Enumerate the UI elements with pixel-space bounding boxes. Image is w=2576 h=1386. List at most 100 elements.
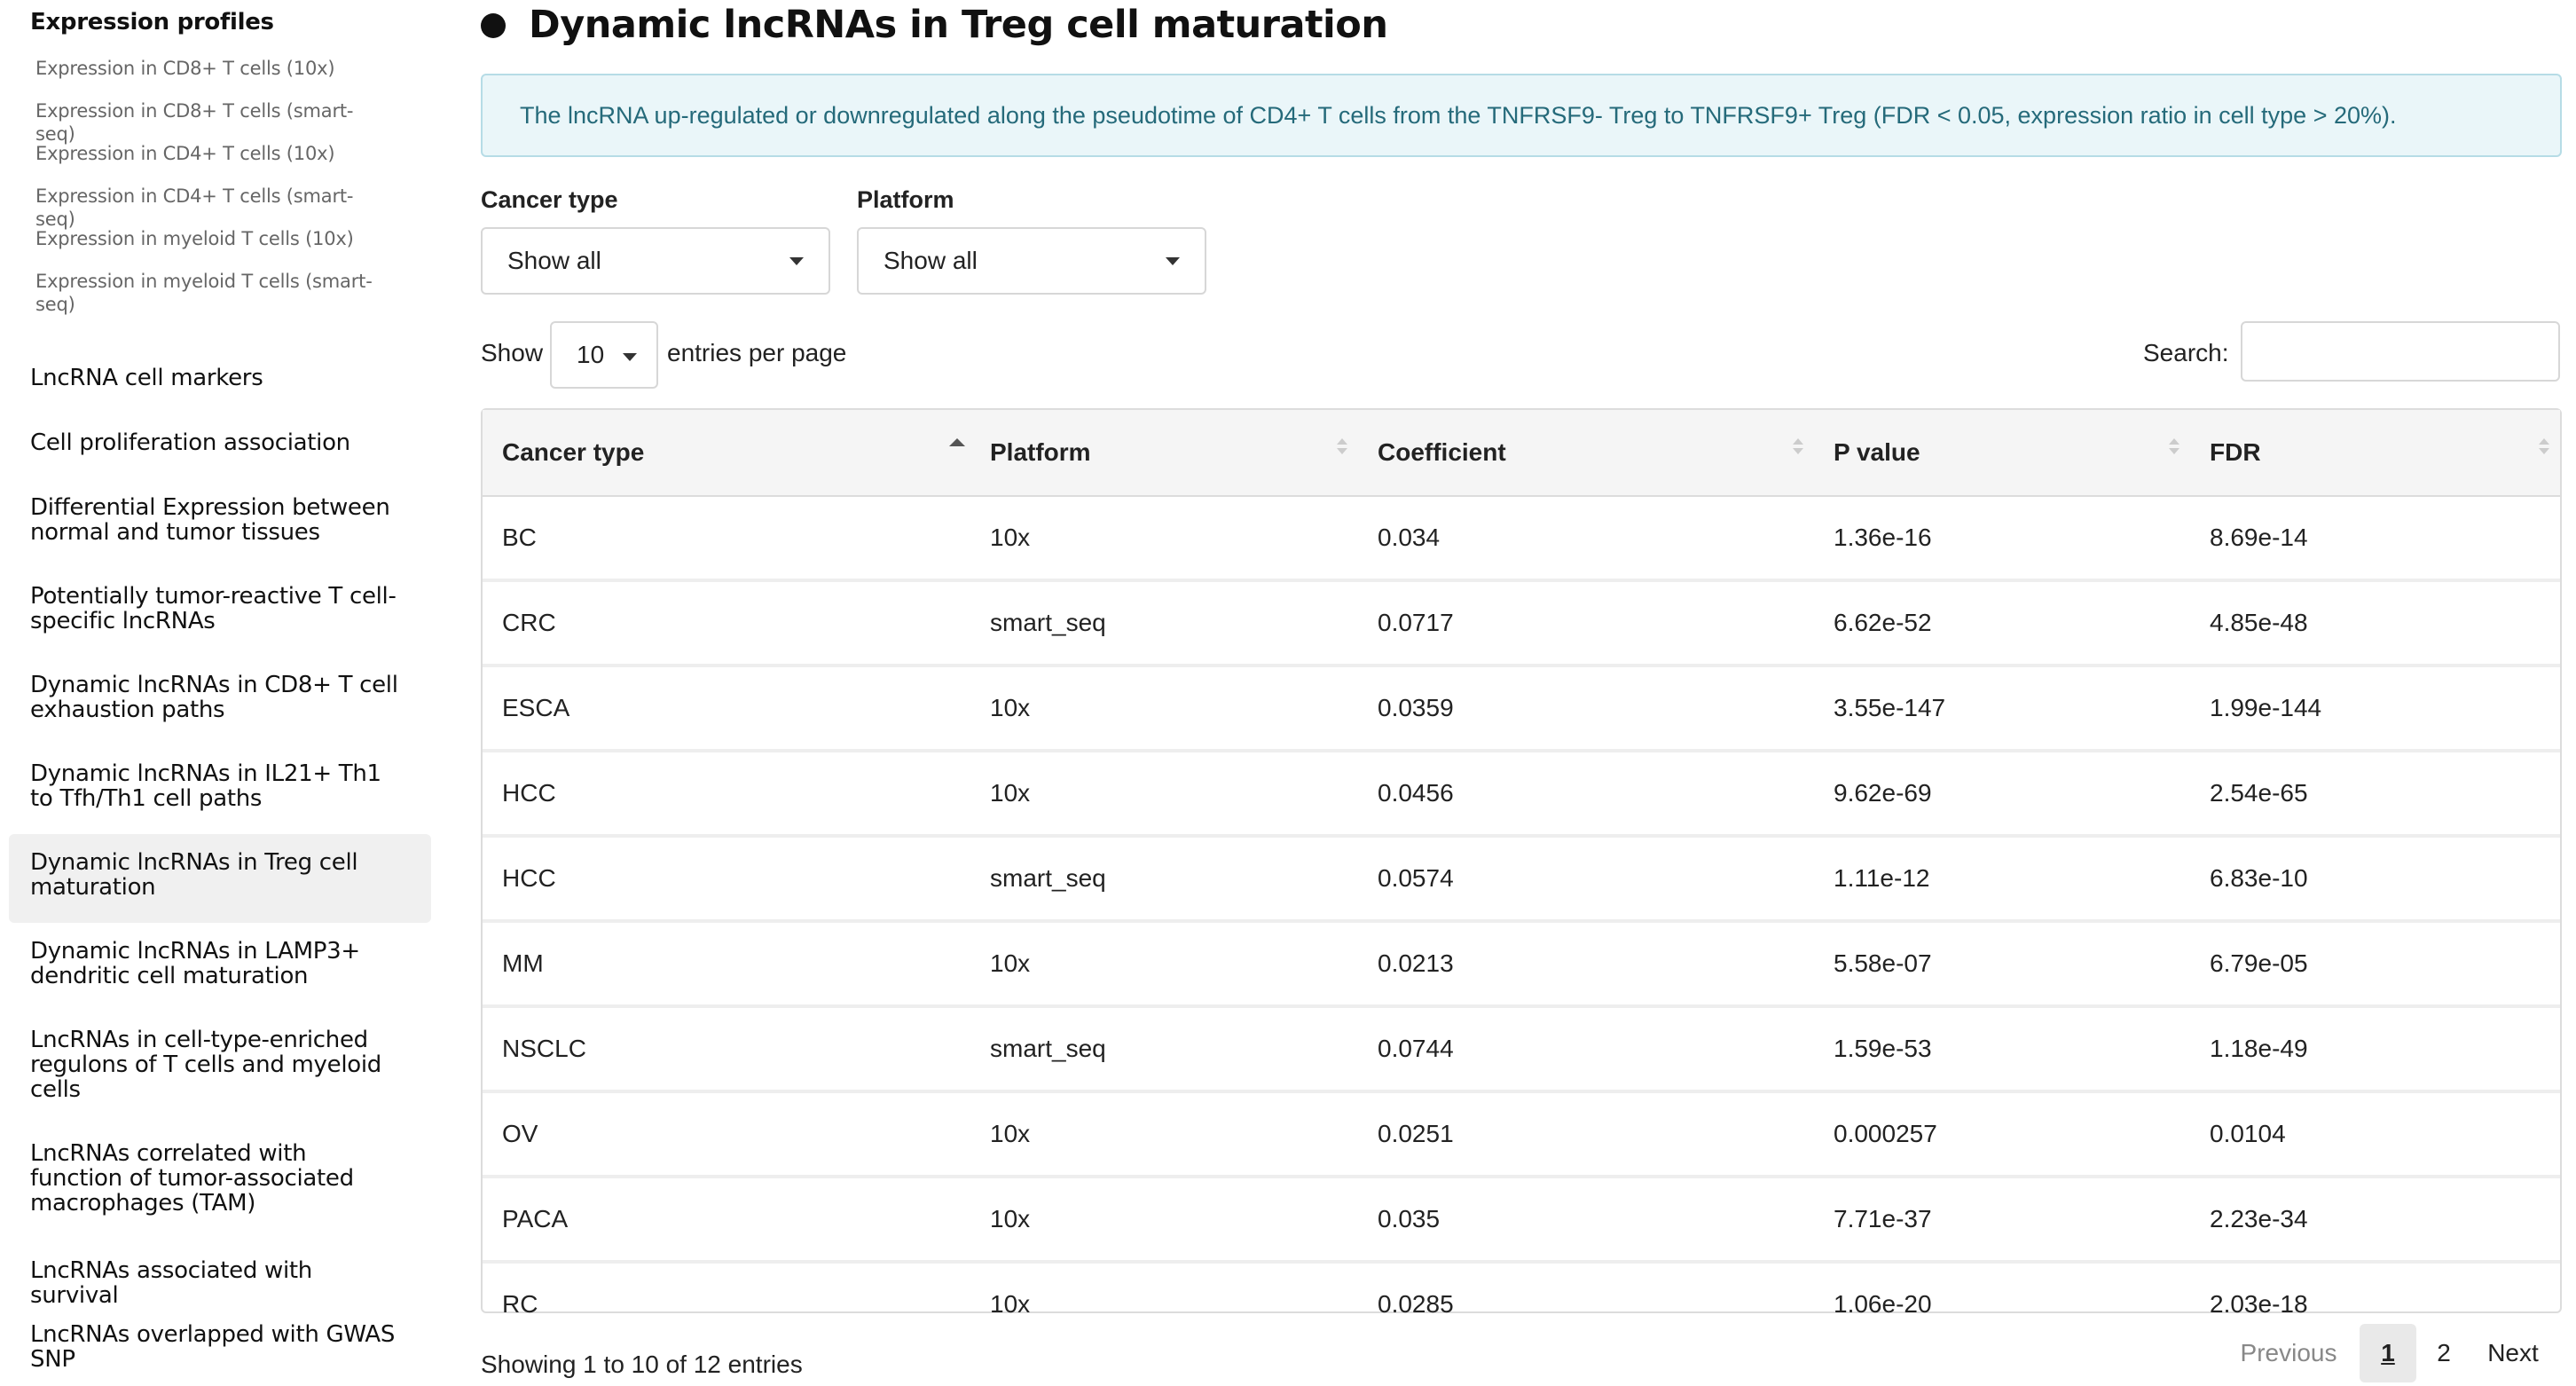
sidebar-subitem-cd4-smartseq[interactable]: Expression in CD4+ T cells (smart-seq) <box>35 185 354 230</box>
cell-coefficient: 0.0456 <box>1358 749 1814 836</box>
cell-p-value: 1.06e-20 <box>1814 1260 2190 1345</box>
sidebar-heading-expression-profiles[interactable]: Expression profiles <box>30 9 274 35</box>
cell-fdr: 0.0104 <box>2190 1090 2560 1177</box>
cell-platform: 10x <box>970 1260 1358 1345</box>
cell-coefficient: 0.0744 <box>1358 1004 1814 1091</box>
sidebar-subitem-cd4-10x[interactable]: Expression in CD4+ T cells (10x) <box>35 143 335 164</box>
table-row: CRC smart_seq 0.0717 6.62e-52 4.85e-48 <box>483 579 2560 665</box>
cell-p-value: 1.59e-53 <box>1814 1004 2190 1091</box>
cell-cancer-type: MM <box>483 919 970 1006</box>
sidebar-item-gwas-snp[interactable]: LncRNAs overlapped with GWAS SNP <box>30 1321 396 1373</box>
cell-fdr: 4.85e-48 <box>2190 579 2560 665</box>
cell-coefficient: 0.035 <box>1358 1175 1814 1262</box>
table-row: ESCA 10x 0.0359 3.55e-147 1.99e-144 <box>483 664 2560 751</box>
table-row: PACA 10x 0.035 7.71e-37 2.23e-34 <box>483 1175 2560 1262</box>
cell-p-value: 1.36e-16 <box>1834 524 1932 551</box>
pagination-previous-button[interactable]: Previous <box>2240 1339 2337 1366</box>
entries-per-page-select[interactable]: 10 <box>550 321 658 389</box>
info-alert: The lncRNA up-regulated or downregulated… <box>481 74 2562 157</box>
pagination-next-button[interactable]: Next <box>2487 1339 2539 1366</box>
cell-platform: smart_seq <box>970 834 1358 921</box>
cell-p-value: 6.62e-52 <box>1814 579 2190 665</box>
chevron-down-icon <box>789 257 804 265</box>
table-row: BC 10x 0.034 1.36e-16 8.69e-14 <box>483 496 2560 580</box>
cell-platform: 10x <box>970 1090 1358 1177</box>
sidebar-item-survival[interactable]: LncRNAs associated with survival <box>30 1257 312 1309</box>
cell-cancer-type: HCC <box>483 834 970 921</box>
cancer-type-filter-label: Cancer type <box>481 186 618 213</box>
chevron-down-icon <box>623 353 637 361</box>
cell-coefficient: 0.0717 <box>1358 579 1814 665</box>
pagination-page-2-button[interactable]: 2 <box>2437 1339 2451 1366</box>
cancer-type-filter-value: Show all <box>507 247 601 274</box>
cell-cancer-type: ESCA <box>483 664 970 751</box>
table-row: HCC smart_seq 0.0574 1.11e-12 6.83e-10 <box>483 834 2560 921</box>
cell-cancer-type: CRC <box>483 579 970 665</box>
cell-p-value: 7.71e-37 <box>1814 1175 2190 1262</box>
sort-asc-icon <box>949 438 965 450</box>
length-suffix-label: entries per page <box>667 339 847 366</box>
results-table: Cancer type Platform Coefficient P value… <box>483 410 2560 1345</box>
column-header-coefficient[interactable]: Coefficient <box>1358 410 1814 497</box>
cell-fdr: 6.83e-10 <box>2190 834 2560 921</box>
sidebar-item-cd8-exhaustion[interactable]: Dynamic lncRNAs in CD8+ T cell exhaustio… <box>30 672 398 723</box>
sidebar-item-lncrna-cell-markers[interactable]: LncRNA cell markers <box>30 365 263 391</box>
cell-fdr: 2.54e-65 <box>2190 749 2560 836</box>
sidebar-subitem-cd8-10x[interactable]: Expression in CD8+ T cells (10x) <box>35 58 335 79</box>
table-header-row: Cancer type Platform Coefficient P value… <box>483 410 2560 497</box>
cell-p-value: 3.55e-147 <box>1814 664 2190 751</box>
pagination-page-1-button[interactable]: 1 <box>2360 1324 2416 1382</box>
column-header-fdr[interactable]: FDR <box>2190 410 2560 497</box>
cell-cancer-type: PACA <box>483 1175 970 1262</box>
column-header-p-value[interactable]: P value <box>1814 410 2190 497</box>
table-row: HCC 10x 0.0456 9.62e-69 2.54e-65 <box>483 749 2560 836</box>
main-content: Dynamic lncRNAs in Treg cell maturation … <box>481 0 2565 1386</box>
sidebar-subitem-myeloid-smartseq[interactable]: Expression in myeloid T cells (smart-seq… <box>35 271 373 315</box>
sidebar-item-lamp3-dendritic[interactable]: Dynamic lncRNAs in LAMP3+ dendritic cell… <box>30 938 360 989</box>
cell-platform: 10x <box>970 1175 1358 1262</box>
page-title: Dynamic lncRNAs in Treg cell maturation <box>529 3 1388 47</box>
sort-icon <box>2169 438 2179 454</box>
column-header-platform[interactable]: Platform <box>970 410 1358 497</box>
sidebar-item-cell-proliferation[interactable]: Cell proliferation association <box>30 429 350 456</box>
sidebar-item-il21-th1[interactable]: Dynamic lncRNAs in IL21+ Th1 to Tfh/Th1 … <box>30 760 381 812</box>
cell-coefficient: 0.0213 <box>1358 919 1814 1006</box>
cell-cancer-type: BC <box>502 524 537 551</box>
cell-p-value: 9.62e-69 <box>1814 749 2190 836</box>
cell-fdr: 8.69e-14 <box>2210 524 2308 551</box>
cell-coefficient: 0.0251 <box>1358 1090 1814 1177</box>
sidebar-subitem-cd8-smartseq[interactable]: Expression in CD8+ T cells (smart-seq) <box>35 100 354 145</box>
chevron-down-icon <box>1166 257 1180 265</box>
column-header-cancer-type[interactable]: Cancer type <box>483 410 970 497</box>
sidebar-item-differential-expression[interactable]: Differential Expression between normal a… <box>30 494 390 546</box>
cell-p-value: 0.000257 <box>1814 1090 2190 1177</box>
table-info-text: Showing 1 to 10 of 12 entries <box>481 1351 803 1378</box>
title-bullet-icon <box>481 13 506 38</box>
table-row: MM 10x 0.0213 5.58e-07 6.79e-05 <box>483 919 2560 1006</box>
sidebar-item-regulons[interactable]: LncRNAs in cell-type-enriched regulons o… <box>30 1027 381 1103</box>
cell-cancer-type: HCC <box>483 749 970 836</box>
cell-cancer-type: OV <box>483 1090 970 1177</box>
platform-filter-value: Show all <box>884 247 978 274</box>
sidebar-subitem-myeloid-10x[interactable]: Expression in myeloid T cells (10x) <box>35 228 354 249</box>
sort-icon <box>1337 438 1347 454</box>
cell-cancer-type: NSCLC <box>483 1004 970 1091</box>
sidebar-item-treg-maturation[interactable]: Dynamic lncRNAs in Treg cell maturation <box>30 849 358 901</box>
cell-coefficient: 0.034 <box>1378 524 1441 551</box>
cell-platform: 10x <box>970 664 1358 751</box>
sidebar-item-tam[interactable]: LncRNAs correlated with function of tumo… <box>30 1140 354 1217</box>
cell-platform: smart_seq <box>970 1004 1358 1091</box>
cell-coefficient: 0.0285 <box>1358 1260 1814 1345</box>
cell-p-value: 1.11e-12 <box>1814 834 2190 921</box>
platform-filter-select[interactable]: Show all <box>857 227 1206 295</box>
cell-platform: smart_seq <box>970 579 1358 665</box>
cell-fdr: 1.18e-49 <box>2190 1004 2560 1091</box>
search-label: Search: <box>2143 339 2229 366</box>
cell-fdr: 6.79e-05 <box>2190 919 2560 1006</box>
sidebar-item-tumor-reactive[interactable]: Potentially tumor-reactive T cell-specif… <box>30 583 397 634</box>
cancer-type-filter-select[interactable]: Show all <box>481 227 830 295</box>
search-input[interactable] <box>2241 321 2560 382</box>
length-show-label: Show <box>481 339 544 366</box>
cell-coefficient: 0.0574 <box>1358 834 1814 921</box>
